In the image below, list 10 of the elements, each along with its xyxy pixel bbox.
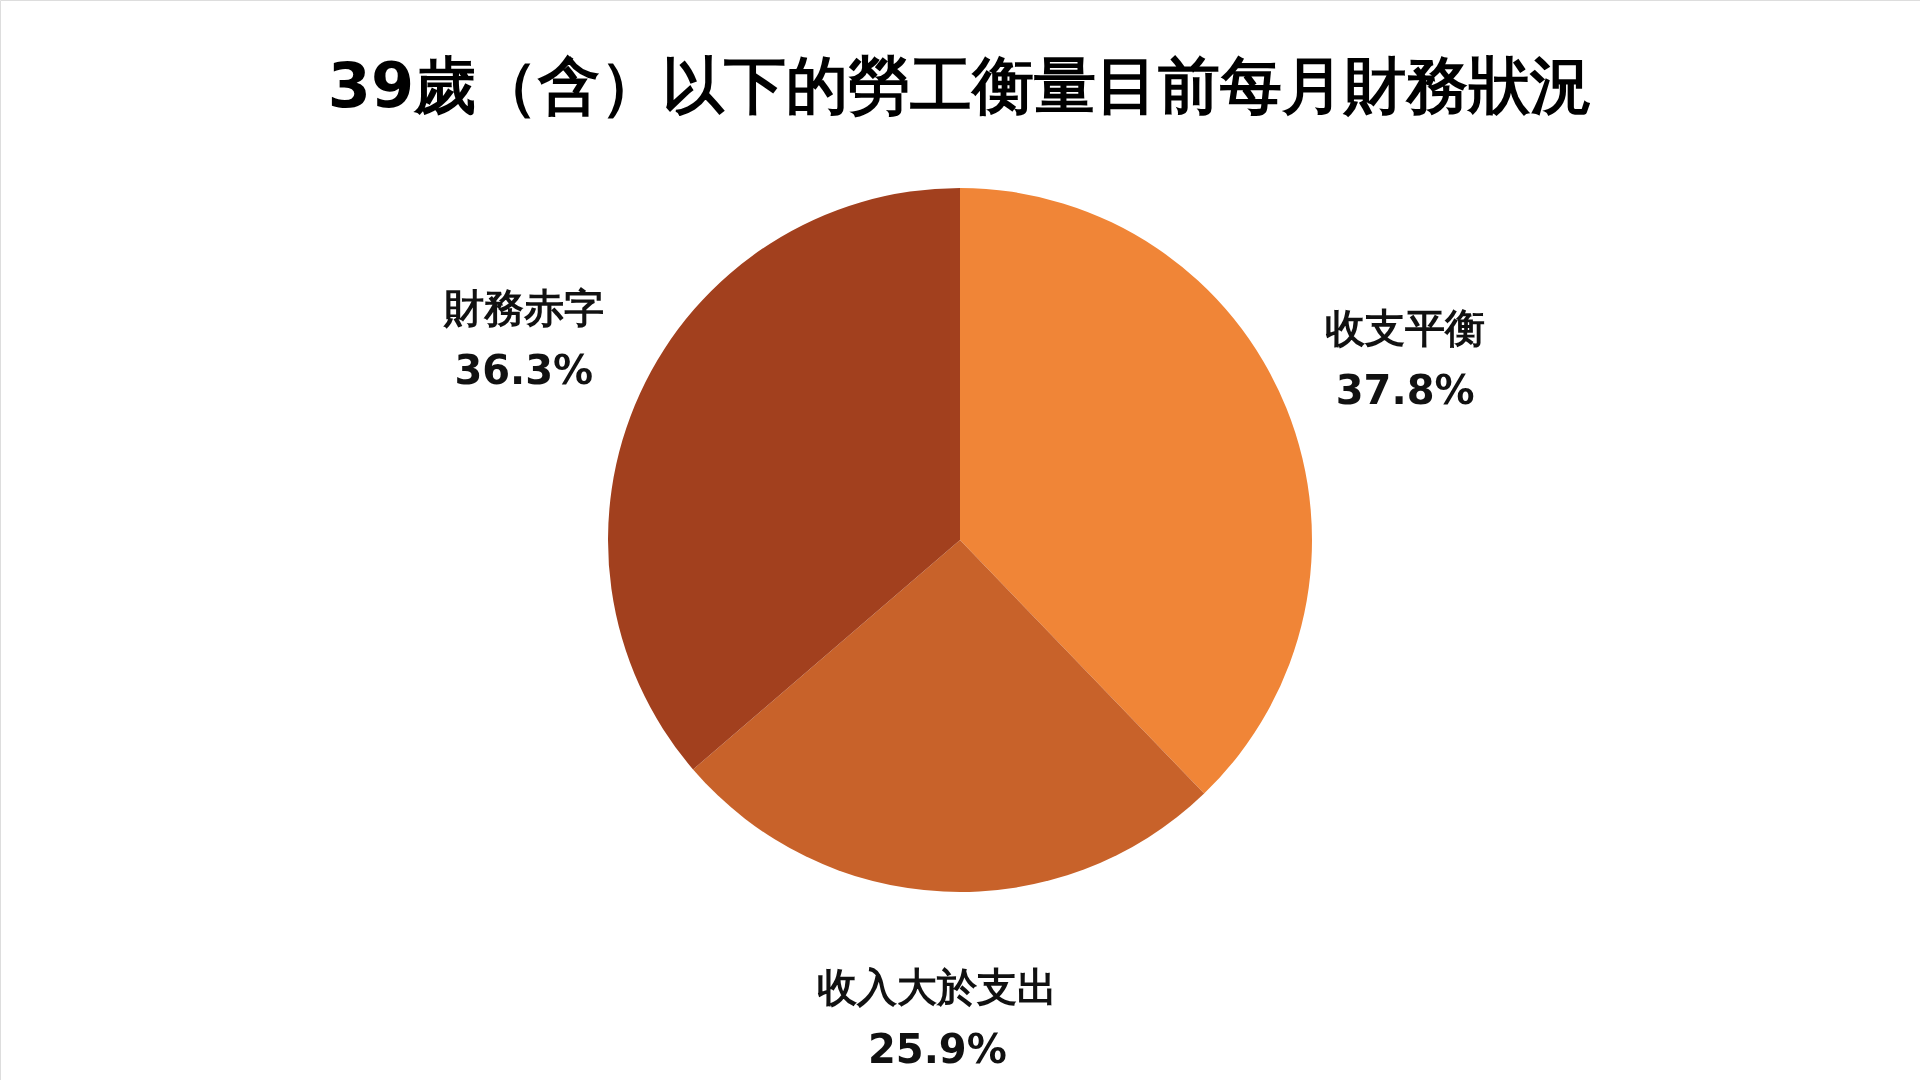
slice-label: 財務赤字 [442,284,604,331]
slice-label: 收支平衡 [1325,305,1486,352]
pie-slice [608,188,960,770]
slice-label: 收入大於支出 [817,964,1058,1011]
pie-slice [960,188,1312,794]
data-label: 36.3% [454,346,594,393]
pie-slice [693,540,1205,892]
chart-title: 39歲（含）以下的勞工衡量目前每月財務狀況 [327,49,1593,122]
data-label: 25.9% [868,1026,1007,1073]
data-label: 37.8% [1335,367,1475,414]
